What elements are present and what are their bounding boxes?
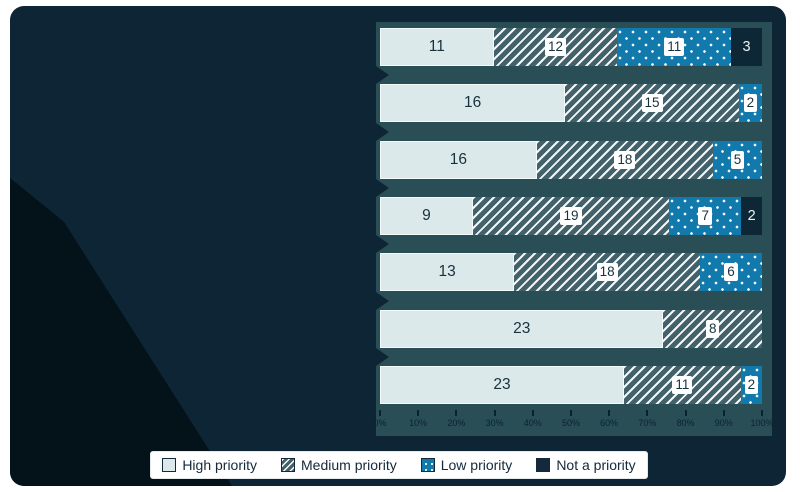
bar-segment-not-a-priority: 3 <box>731 28 762 66</box>
segment-value-label: 16 <box>463 94 482 111</box>
bar-segment-medium-priority: 11 <box>624 366 741 404</box>
x-axis-tick-label: 20% <box>447 418 466 428</box>
segment-value-label: 15 <box>641 94 663 112</box>
segment-value-label: 18 <box>596 263 618 281</box>
x-axis-tick-label: 80% <box>676 418 695 428</box>
x-axis-tick-label: 40% <box>523 418 542 428</box>
legend-item-not-a-priority: Not a priority <box>536 457 636 473</box>
bar-segment-medium-priority: 18 <box>514 253 701 291</box>
bar-row: 9 19 7 2 <box>380 197 762 235</box>
segment-value-label: 2 <box>744 376 759 394</box>
row-pointer-chevron-icon <box>376 235 389 253</box>
x-axis-tick <box>761 410 763 416</box>
legend-item-low-priority: Low priority <box>420 457 513 473</box>
x-axis-tick <box>570 410 572 416</box>
row-pointer-chevron-icon <box>376 179 389 197</box>
row-pointer-chevron-icon <box>376 122 389 141</box>
legend-item-high-priority: High priority <box>162 457 257 473</box>
bar-segment-high-priority: 9 <box>380 197 473 235</box>
bar-segment-medium-priority: 8 <box>663 310 762 348</box>
legend-item-medium-priority: Medium priority <box>281 457 397 473</box>
bar-row: 16 18 5 <box>380 141 762 179</box>
x-axis-tick <box>646 410 649 416</box>
bar-segment-low-priority: 7 <box>669 197 742 235</box>
legend-label: Not a priority <box>556 457 636 473</box>
x-axis-tick <box>684 410 687 416</box>
segment-value-label: 8 <box>705 320 720 338</box>
bar-segment-high-priority: 16 <box>380 141 537 179</box>
segment-value-label: 11 <box>672 376 693 394</box>
legend-label: Low priority <box>440 457 513 473</box>
bar-segment-low-priority: 5 <box>713 141 762 179</box>
x-axis-tick-label: 0% <box>373 418 387 428</box>
bar-segment-medium-priority: 15 <box>565 84 739 122</box>
bar-row: 23 8 <box>380 310 762 348</box>
segment-value-label: 13 <box>438 263 456 280</box>
row-pointer-chevron-icon <box>376 66 389 84</box>
x-axis-tick-label: 30% <box>485 418 504 428</box>
segment-value-label: 3 <box>742 39 751 55</box>
segment-value-label: 12 <box>544 38 567 56</box>
bar-row: 16 15 2 <box>380 84 762 122</box>
bar-segment-medium-priority: 18 <box>536 141 713 179</box>
segment-value-label: 5 <box>730 151 745 169</box>
x-axis-tick-label: 70% <box>638 418 657 428</box>
bar-segment-not-a-priority: 2 <box>741 197 762 235</box>
legend: High priority Medium priority Low priori… <box>150 451 648 479</box>
bar-chart: 11 12 11 3 16 15 2 16 18 5 9 19 7 2 13 18 6 23 8 23 11 2 <box>380 22 762 436</box>
x-axis-tick <box>722 410 725 416</box>
x-axis-tick <box>379 410 381 416</box>
bar-row: 23 11 2 <box>380 366 762 404</box>
segment-value-label: 19 <box>560 207 582 225</box>
segment-value-label: 6 <box>724 263 738 281</box>
bar-segment-high-priority: 11 <box>380 28 494 66</box>
x-axis-tick-label: 90% <box>714 418 733 428</box>
row-pointer-chevron-icon <box>376 348 389 366</box>
segment-value-label: 9 <box>422 207 431 224</box>
plot-area: 11 12 11 3 16 15 2 16 18 5 9 19 7 2 13 18 6 23 8 23 11 2 0% 10… <box>373 22 774 436</box>
segment-value-label: 2 <box>743 94 758 112</box>
x-axis-tick-label: 10% <box>409 418 428 428</box>
segment-value-label: 16 <box>449 151 467 168</box>
chart-title <box>32 36 372 62</box>
bar-segment-high-priority: 16 <box>380 84 566 122</box>
bar-row: 13 18 6 <box>380 253 762 291</box>
x-axis-tick-label: 50% <box>561 418 580 428</box>
segment-value-label: 7 <box>698 207 712 225</box>
not-a-priority-swatch-icon <box>536 458 551 472</box>
bar-segment-high-priority: 23 <box>380 366 625 404</box>
bar-segment-high-priority: 23 <box>380 310 664 348</box>
segment-value-label: 23 <box>513 320 531 337</box>
chart-panel: 11 12 11 3 16 15 2 16 18 5 9 19 7 2 13 18 6 23 8 23 11 2 0% 10… <box>10 6 786 486</box>
bar-segment-medium-priority: 12 <box>493 28 618 66</box>
x-axis-tick <box>417 410 420 416</box>
x-axis-tick <box>608 410 611 416</box>
row-pointer-chevron-icon <box>376 291 389 310</box>
x-axis-tick-label: 60% <box>600 418 619 428</box>
legend-label: High priority <box>182 457 258 473</box>
bar-segment-high-priority: 13 <box>380 253 515 291</box>
bar-segment-low-priority: 6 <box>700 253 762 291</box>
bar-segment-low-priority: 2 <box>738 84 762 122</box>
bar-segment-low-priority: 2 <box>740 366 762 404</box>
high-priority-swatch-icon <box>162 458 177 472</box>
medium-priority-swatch-icon <box>281 458 296 472</box>
low-priority-swatch-icon <box>420 458 435 472</box>
x-axis-tick <box>493 410 496 416</box>
segment-value-label: 2 <box>747 208 756 224</box>
segment-value-label: 18 <box>614 151 636 169</box>
x-axis-tick <box>531 410 534 416</box>
segment-value-label: 23 <box>493 376 511 393</box>
x-axis-tick-label: 100% <box>750 418 774 428</box>
bar-row: 11 12 11 3 <box>380 28 762 66</box>
legend-label: Medium priority <box>301 457 397 473</box>
bar-segment-medium-priority: 19 <box>472 197 670 235</box>
x-axis-tick <box>455 410 458 416</box>
bar-segment-low-priority: 11 <box>617 28 732 66</box>
segment-value-label: 11 <box>664 38 685 56</box>
segment-value-label: 11 <box>428 38 445 55</box>
